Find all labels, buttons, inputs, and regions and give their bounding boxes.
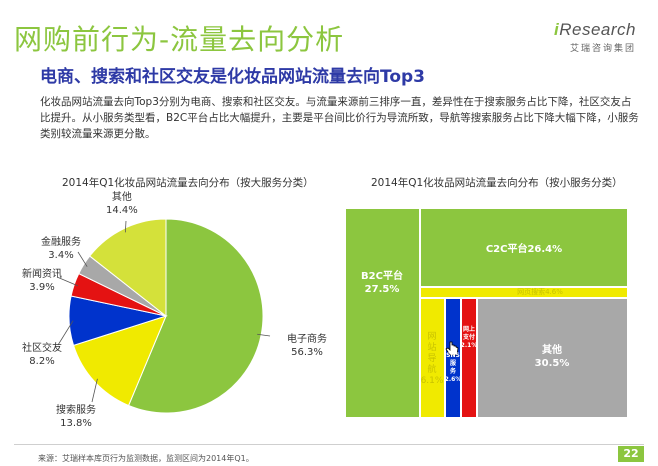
- treemap-cell: [419, 297, 446, 419]
- pie-leader-line: [257, 333, 271, 337]
- treemap-cell-label: B2C平台 27.5%: [361, 271, 403, 295]
- logo-brand: iResearch: [554, 20, 636, 39]
- iresearch-logo: iResearch 艾瑞咨询集团: [554, 20, 636, 54]
- footer-divider: [14, 444, 644, 445]
- pie-slice-label: 其他 14.4%: [106, 192, 138, 216]
- treemap-cell: [476, 297, 629, 419]
- pie-leader-line: [91, 378, 98, 403]
- pie-leader-line: [124, 220, 127, 233]
- pie-slice-label: 社区交友 8.2%: [22, 343, 62, 367]
- hand-cursor-icon: [445, 341, 459, 356]
- treemap-cell-label: 网站导航 6.1%: [420, 332, 444, 386]
- page-number: 22: [618, 446, 644, 462]
- source-note: 来源：艾瑞样本库页行为监测数据，监测区间为2014年Q1。: [38, 454, 254, 463]
- treemap-cell-label: SNS 服务 2.6%: [444, 352, 462, 383]
- pie-leader-line: [57, 320, 74, 346]
- logo-subtitle: 艾瑞咨询集团: [569, 44, 636, 54]
- page-subtitle: 电商、搜索和社区交友是化妆品网站流量去向Top3: [40, 67, 426, 87]
- pie-slice-label: 搜索服务 13.8%: [56, 405, 96, 429]
- pie-slice-label: 新闻资讯 3.9%: [22, 269, 62, 293]
- pie-slice-label: 金融服务 3.4%: [41, 237, 81, 261]
- treemap-title: 2014年Q1化妆品网站流量去向分布（按小服务分类）: [371, 177, 623, 189]
- pie-slice-label: 电子商务 56.3%: [287, 334, 327, 358]
- treemap-cell-label: 网上 支付 2.1%: [460, 326, 478, 349]
- treemap-cell: [344, 207, 421, 419]
- treemap-cell-label: C2C平台26.4%: [485, 244, 563, 255]
- treemap-cell: [419, 207, 629, 288]
- pie-chart-title: 2014年Q1化妆品网站流量去向分布（按大服务分类）: [62, 177, 314, 189]
- pie-leader-line: [77, 251, 88, 267]
- pie-leader-line: [56, 276, 79, 287]
- treemap-cell-label: 网页搜索4.6%: [517, 288, 563, 296]
- pie-slice: [89, 218, 167, 318]
- description-text: 化妆品网站流量去向Top3分别为电商、搜索和社区交友。与流量来源前三排序一直，差…: [40, 96, 639, 140]
- treemap-cell-label: 其他 30.5%: [534, 345, 570, 369]
- page-title: 网购前行为-流量去向分析: [14, 23, 345, 56]
- treemap-cell: [460, 297, 478, 419]
